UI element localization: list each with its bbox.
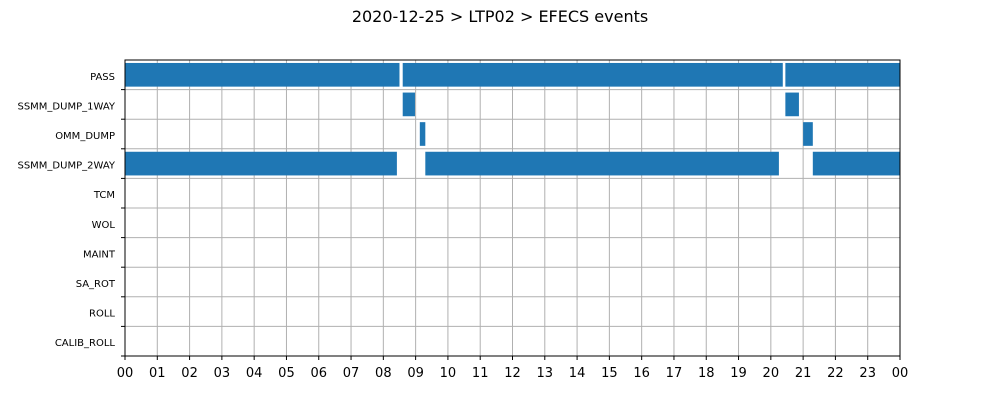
- event-bar-ssmm-dump-2way: [425, 151, 779, 176]
- x-tick-label: 02: [181, 366, 198, 381]
- y-tick-label: SA_ROT: [76, 279, 116, 290]
- x-tick-label: 09: [407, 366, 424, 381]
- y-tick-label: SSMM_DUMP_1WAY: [17, 101, 115, 112]
- x-tick-label: 17: [666, 366, 683, 381]
- x-tick-label: 12: [504, 366, 521, 381]
- y-tick-label: PASS: [90, 72, 115, 83]
- x-tick-label: 00: [892, 366, 909, 381]
- x-tick-label: 08: [375, 366, 392, 381]
- x-tick-label: 06: [310, 366, 327, 381]
- y-tick-label: ROLL: [89, 309, 115, 320]
- x-tick-label: 19: [730, 366, 747, 381]
- x-tick-label: 14: [569, 366, 586, 381]
- event-bar-pass: [402, 62, 783, 87]
- x-tick-label: 15: [601, 366, 618, 381]
- event-bar-pass: [125, 62, 400, 87]
- y-tick-label: WOL: [92, 220, 116, 231]
- event-bar-omm-dump: [419, 122, 426, 146]
- x-tick-label: 03: [214, 366, 231, 381]
- y-axis: PASS SSMM_DUMP_1WAY OMM_DUMP SSMM_DUMP_2WAY…: [17, 72, 125, 357]
- event-bar-ssmm-dump-2way: [812, 151, 900, 176]
- event-bar-ssmm-dump-2way: [125, 151, 397, 176]
- y-tick-label: TCM: [93, 190, 115, 201]
- y-tick-label: SSMM_DUMP_2WAY: [17, 161, 115, 172]
- x-tick-label: 21: [795, 366, 812, 381]
- y-tick-label: CALIB_ROLL: [55, 338, 116, 349]
- x-tick-label: 10: [440, 366, 457, 381]
- chart-title: 2020-12-25 > LTP02 > EFECS events: [352, 7, 648, 26]
- event-bar-omm-dump: [803, 122, 813, 146]
- x-tick-label: 22: [827, 366, 844, 381]
- grid-lines: [124, 60, 901, 356]
- x-tick-label: 01: [149, 366, 166, 381]
- x-tick-label: 23: [859, 366, 876, 381]
- x-tick-label: 04: [246, 366, 263, 381]
- x-tick-label: 05: [278, 366, 295, 381]
- event-bar-ssmm-dump-1way: [785, 92, 799, 117]
- x-tick-label: 20: [763, 366, 780, 381]
- x-tick-label: 18: [698, 366, 715, 381]
- x-tick-label: 11: [472, 366, 489, 381]
- y-tick-label: MAINT: [83, 249, 116, 260]
- y-tick-label: OMM_DUMP: [55, 131, 115, 142]
- event-bar-ssmm-dump-1way: [402, 92, 415, 117]
- x-axis: 00 01 02 03 04 05 06 07 08 09 10 11 12 13 14 15 16 17 18 19…: [117, 356, 909, 381]
- x-tick-label: 16: [633, 366, 650, 381]
- event-bar-pass: [785, 62, 900, 87]
- x-tick-label: 13: [537, 366, 554, 381]
- x-tick-label: 00: [117, 366, 134, 381]
- event-bars: [125, 62, 900, 176]
- x-tick-label: 07: [343, 366, 360, 381]
